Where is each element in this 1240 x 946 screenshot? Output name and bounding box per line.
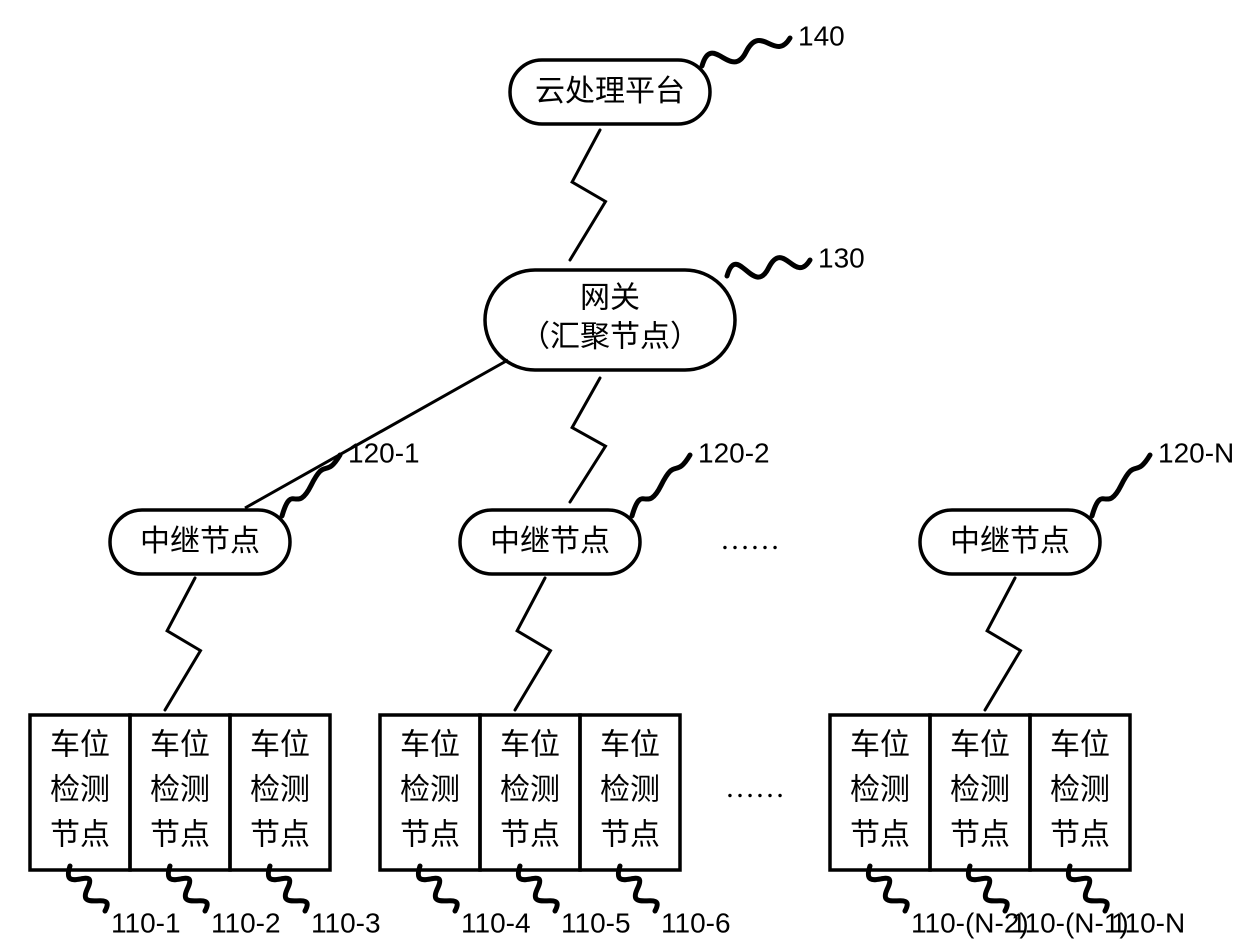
wireless-link-icon <box>165 578 201 710</box>
ref-label: 110-2 <box>211 907 281 938</box>
detect-label: 检测 <box>400 773 460 806</box>
pointer-curve <box>282 455 340 516</box>
detect-label: 节点 <box>850 818 910 851</box>
detect-label: 检测 <box>50 773 110 806</box>
detect-label: 节点 <box>50 818 110 851</box>
ref-label: 130 <box>818 242 865 273</box>
detect-label: 检测 <box>850 773 910 806</box>
pointer-curve <box>1068 866 1107 911</box>
ref-label: 110-6 <box>661 907 731 938</box>
wireless-link-icon <box>570 130 606 260</box>
detect-label: 车位 <box>600 728 660 761</box>
pointer-curve <box>168 866 207 911</box>
detect-label: 节点 <box>600 818 660 851</box>
detect-label: 节点 <box>950 818 1010 851</box>
pointer-curve <box>618 866 657 911</box>
detect-label: 车位 <box>1050 728 1110 761</box>
detect-label: 节点 <box>500 818 560 851</box>
detect-label: 检测 <box>600 773 660 806</box>
detect-label: 车位 <box>250 728 310 761</box>
node-label: （汇聚节点） <box>520 320 700 353</box>
link-line <box>245 360 508 508</box>
node-label: 中继节点 <box>140 525 260 558</box>
pointer-curve <box>68 866 107 911</box>
node-label: 网关 <box>580 281 640 314</box>
detect-label: 车位 <box>150 728 210 761</box>
ref-label: 140 <box>798 20 845 51</box>
pointer-curve <box>1092 455 1150 516</box>
detect-label: 检测 <box>150 773 210 806</box>
node-label: 中继节点 <box>950 525 1070 558</box>
wireless-link-icon <box>570 378 606 502</box>
detect-label: 节点 <box>250 818 310 851</box>
pointer-curve <box>268 866 307 911</box>
node-label: 中继节点 <box>490 525 610 558</box>
detect-label: 车位 <box>50 728 110 761</box>
detect-label: 节点 <box>1050 818 1110 851</box>
node-label: 云处理平台 <box>535 75 685 108</box>
pointer-curve <box>418 866 457 911</box>
ellipsis: …… <box>725 771 785 804</box>
ref-label: 110-N <box>1111 907 1185 938</box>
ref-label: 110-4 <box>461 907 531 938</box>
ref-label: 120-2 <box>698 437 770 468</box>
detect-label: 检测 <box>1050 773 1110 806</box>
detect-label: 检测 <box>250 773 310 806</box>
detect-label: 节点 <box>400 818 460 851</box>
pointer-curve <box>968 866 1007 911</box>
diagram-canvas: 云处理平台 140 网关 （汇聚节点） 130 中继节点 120-1 中继节点 120-2 中继节… <box>0 0 1240 946</box>
detect-label: 车位 <box>400 728 460 761</box>
detect-label: 车位 <box>850 728 910 761</box>
pointer-curve <box>727 258 810 277</box>
ref-label: 120-N <box>1158 437 1234 468</box>
detect-label: 节点 <box>150 818 210 851</box>
ref-label: 110-5 <box>561 907 631 938</box>
detect-label: 车位 <box>500 728 560 761</box>
ref-label: 120-1 <box>348 437 420 468</box>
ref-label: 110-1 <box>111 907 181 938</box>
detect-label: 检测 <box>500 773 560 806</box>
pointer-curve <box>702 38 790 66</box>
wireless-link-icon <box>515 578 551 710</box>
detect-label: 检测 <box>950 773 1010 806</box>
pointer-curve <box>632 455 690 516</box>
pointer-curve <box>518 866 557 911</box>
ref-label: 110-3 <box>311 907 381 938</box>
detect-label: 车位 <box>950 728 1010 761</box>
wireless-link-icon <box>985 578 1021 710</box>
pointer-curve <box>868 866 907 911</box>
ellipsis: …… <box>720 523 780 556</box>
